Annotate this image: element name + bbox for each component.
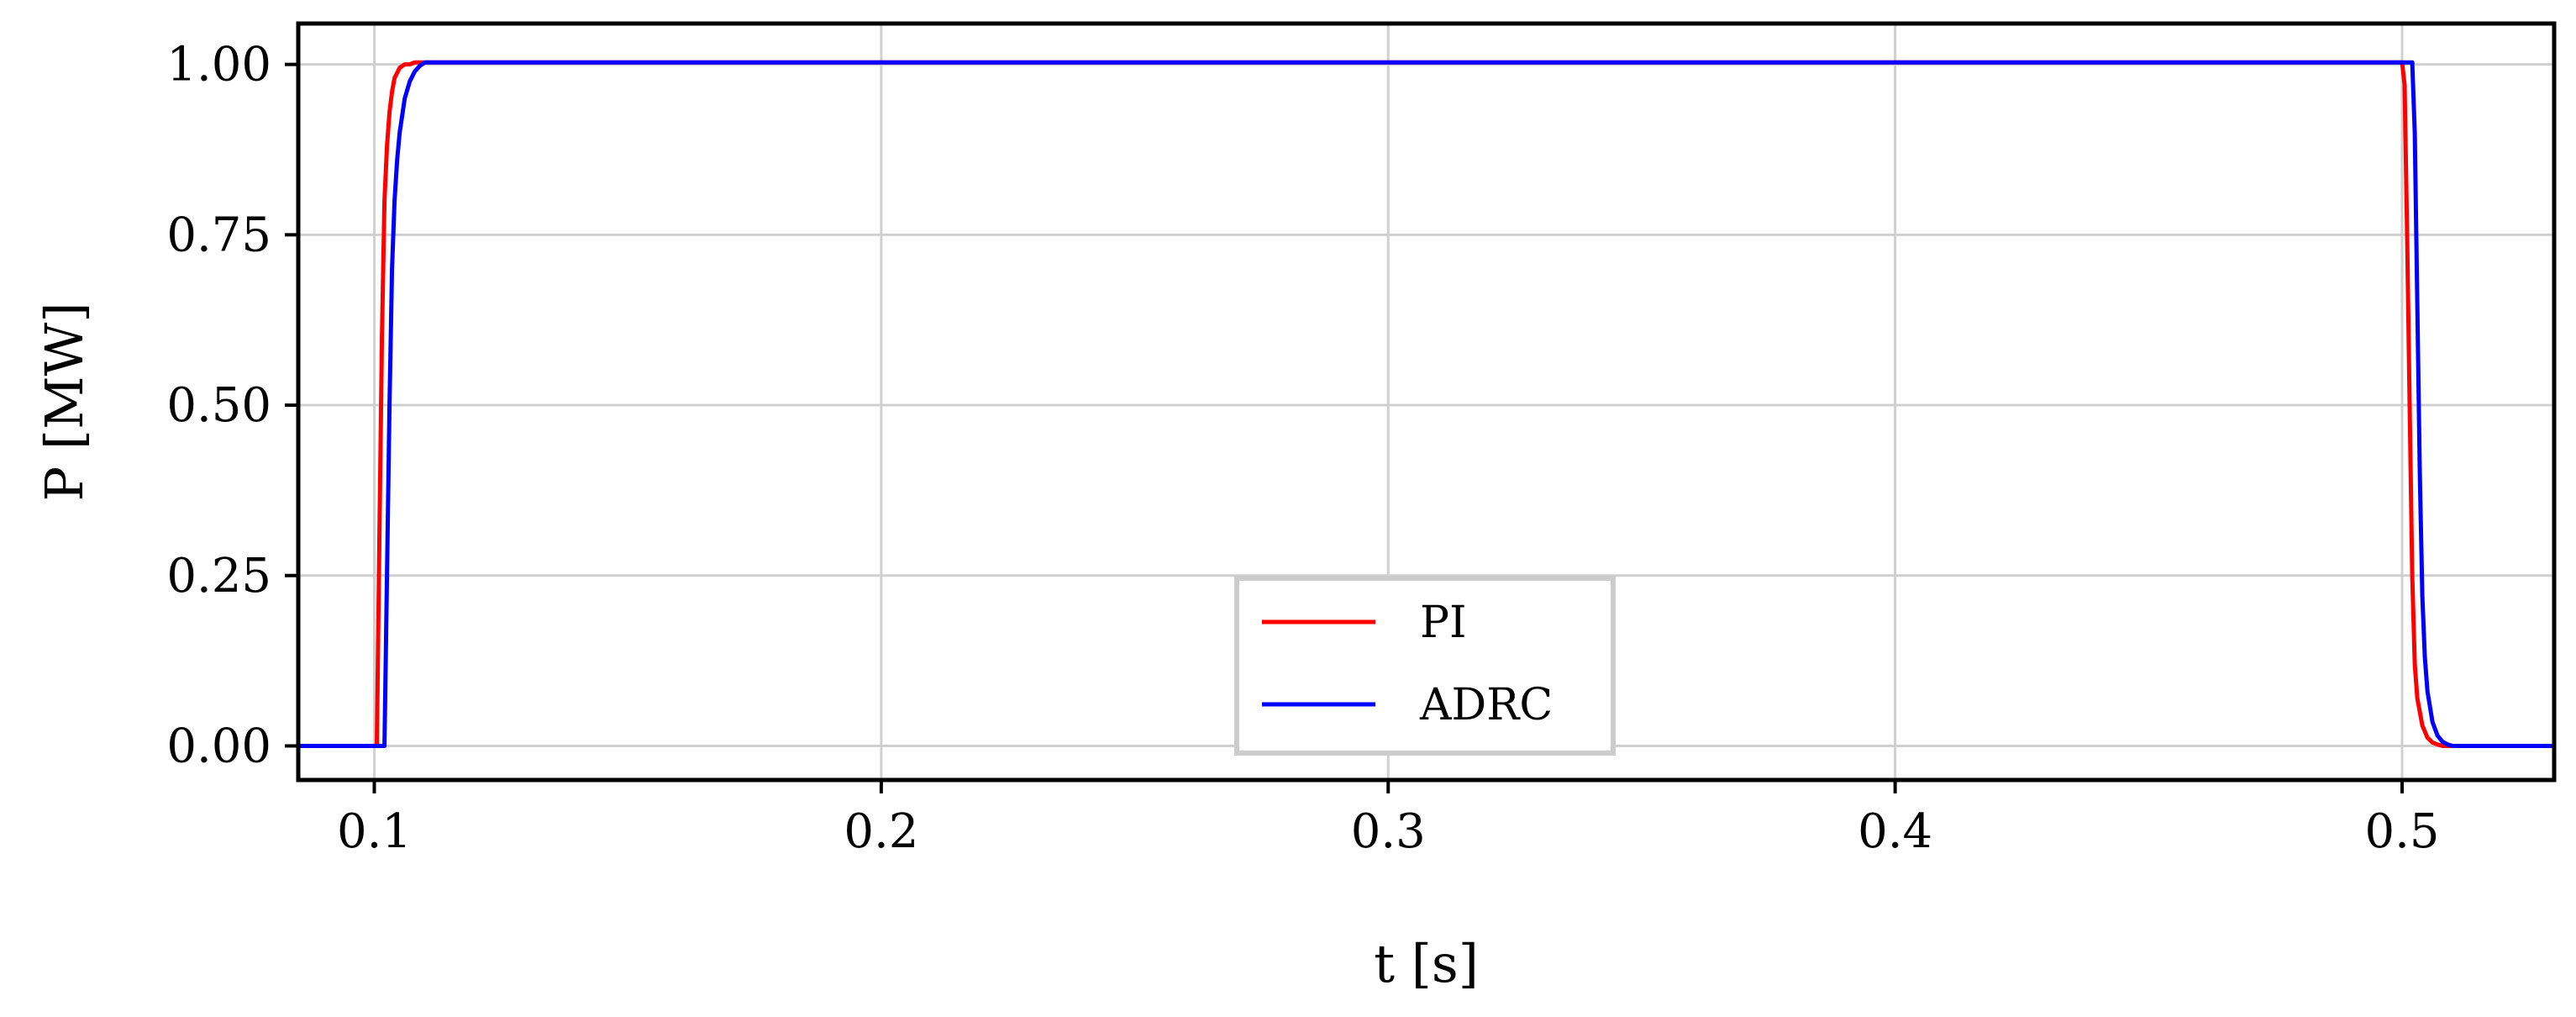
x-tick-label: 0.5 [2364,804,2439,859]
y-tick-label: 0.50 [166,378,271,433]
legend-box [1234,576,1616,756]
y-axis-label: P [MW] [34,302,95,501]
x-tick-label: 0.4 [1858,804,1932,859]
ticks [285,62,2404,793]
y-tick-label: 0.25 [166,549,271,603]
x-tick-label: 0.3 [1351,804,1426,859]
legend: PI ADRC [1234,576,1616,756]
series-group [298,60,2554,748]
plot-frame [296,21,2557,783]
series-line-adrc [298,60,2554,748]
legend-label: ADRC [1419,680,1553,730]
x-tick-label: 0.2 [844,804,918,859]
legend-label: PI [1420,598,1467,648]
tick-labels: 0.1 0.2 0.3 0.4 0.5 0.00 0.25 0.50 0.75 1.00 [166,38,2439,859]
x-axis-label: t [s] [1374,933,1479,994]
y-tick-label: 1.00 [166,38,271,92]
y-tick-label: 0.00 [166,719,271,773]
x-tick-label: 0.1 [337,804,412,859]
y-tick-label: 0.75 [166,208,271,262]
